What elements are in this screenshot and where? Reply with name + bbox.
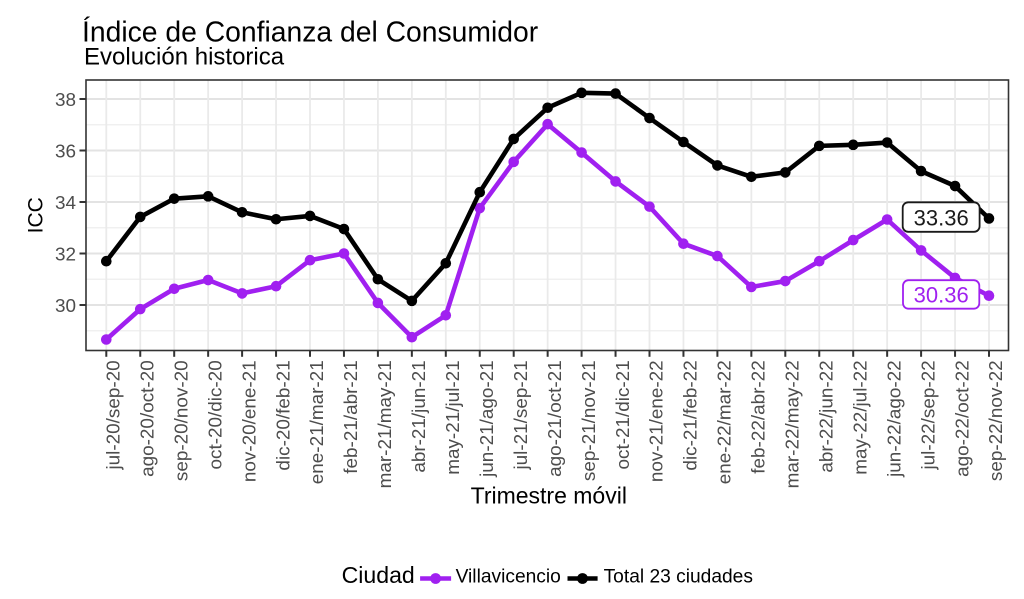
svg-text:jul-22/sep-22: jul-22/sep-22 bbox=[918, 360, 939, 470]
svg-text:Total 23 ciudades: Total 23 ciudades bbox=[604, 567, 753, 588]
svg-text:jun-22/ago-22: jun-22/ago-22 bbox=[884, 360, 905, 478]
svg-text:32: 32 bbox=[55, 245, 76, 266]
svg-text:jun-21/ago-21: jun-21/ago-21 bbox=[477, 360, 498, 478]
svg-text:oct-20/dic-20: oct-20/dic-20 bbox=[205, 360, 226, 469]
svg-text:30: 30 bbox=[55, 296, 76, 317]
svg-text:mar-22/may-22: mar-22/may-22 bbox=[783, 360, 804, 488]
svg-text:34: 34 bbox=[55, 193, 76, 214]
svg-text:feb-22/abr-22: feb-22/abr-22 bbox=[749, 360, 770, 473]
svg-text:36: 36 bbox=[55, 142, 76, 163]
svg-text:dic-20/feb-21: dic-20/feb-21 bbox=[273, 360, 294, 470]
svg-text:sep-21/nov-21: sep-21/nov-21 bbox=[579, 360, 600, 481]
svg-text:may-21/jul-21: may-21/jul-21 bbox=[443, 360, 464, 474]
svg-text:oct-21/dic-21: oct-21/dic-21 bbox=[613, 360, 634, 469]
svg-text:ICC: ICC bbox=[24, 197, 47, 233]
svg-text:abr-22/jun-22: abr-22/jun-22 bbox=[816, 360, 837, 472]
svg-text:ago-21/oct-21: ago-21/oct-21 bbox=[545, 360, 566, 477]
svg-text:ene-21/mar-21: ene-21/mar-21 bbox=[307, 360, 328, 484]
svg-text:33.36: 33.36 bbox=[914, 205, 969, 230]
svg-text:ene-22/mar-22: ene-22/mar-22 bbox=[715, 360, 736, 484]
svg-text:Índice de Confianza del Consum: Índice de Confianza del Consumidor bbox=[82, 16, 538, 48]
svg-text:ago-20/oct-20: ago-20/oct-20 bbox=[137, 360, 158, 477]
svg-text:sep-22/nov-22: sep-22/nov-22 bbox=[986, 360, 1007, 481]
svg-text:ago-22/oct-22: ago-22/oct-22 bbox=[952, 360, 973, 477]
svg-text:mar-21/may-21: mar-21/may-21 bbox=[375, 360, 396, 488]
svg-text:dic-21/feb-22: dic-21/feb-22 bbox=[681, 360, 702, 470]
svg-text:Villavicencio: Villavicencio bbox=[456, 567, 561, 588]
svg-text:may-22/jul-22: may-22/jul-22 bbox=[850, 360, 871, 474]
svg-text:jul-20/sep-20: jul-20/sep-20 bbox=[104, 360, 125, 470]
svg-text:38: 38 bbox=[55, 90, 76, 111]
svg-text:abr-21/jun-21: abr-21/jun-21 bbox=[409, 360, 430, 472]
svg-text:30.36: 30.36 bbox=[914, 282, 969, 307]
svg-text:nov-20/ene-21: nov-20/ene-21 bbox=[239, 360, 260, 482]
svg-text:Ciudad: Ciudad bbox=[342, 562, 415, 588]
svg-text:feb-21/abr-21: feb-21/abr-21 bbox=[341, 360, 362, 473]
svg-text:nov-21/ene-22: nov-21/ene-22 bbox=[647, 360, 668, 482]
svg-text:jul-21/sep-21: jul-21/sep-21 bbox=[511, 360, 532, 470]
svg-text:Trimestre móvil: Trimestre móvil bbox=[471, 483, 627, 509]
svg-text:sep-20/nov-20: sep-20/nov-20 bbox=[171, 360, 192, 481]
svg-text:Evolución historica: Evolución historica bbox=[84, 44, 285, 71]
